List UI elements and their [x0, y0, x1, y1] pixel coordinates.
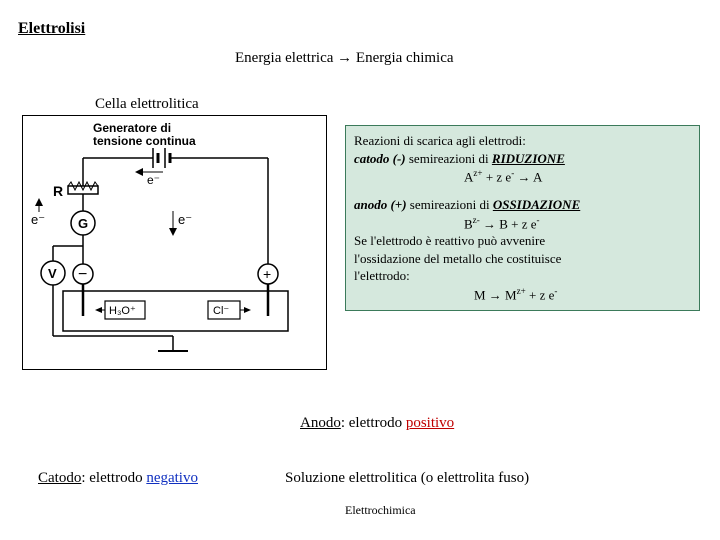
arrow-icon: → [337, 50, 352, 66]
anodo-definition: Anodo: elettrodo positivo [300, 415, 454, 432]
metal-eq: M → Mz+ + z e- [354, 285, 691, 304]
eq-mmid: + z e [526, 287, 555, 302]
eq-msup1: z+ [517, 286, 526, 296]
eq-m1: M → M [474, 287, 517, 302]
anodo-text: semireazioni di [407, 197, 493, 212]
reactions-box: Reazioni di scarica agli elettrodi: cato… [345, 125, 700, 311]
catodo-t: : elettrodo [81, 470, 146, 486]
eq-mid1: + z e [483, 169, 512, 184]
anodo-t: : elettrodo [341, 415, 406, 431]
page-title: Elettrolisi [18, 20, 85, 38]
eq-bsup2: - [537, 215, 540, 225]
box-line1: Reazioni di scarica agli elettrodi: [354, 132, 691, 150]
footer-label: Elettrochimica [345, 503, 416, 518]
anodo-line-box: anodo (+) semireazioni di OSSIDAZIONE [354, 196, 691, 214]
cl-label: Cl⁻ [213, 305, 229, 317]
catodo-b: negativo [146, 470, 198, 486]
gen-l1: Generatore di [93, 121, 171, 135]
resistor-label: R [53, 183, 63, 199]
ossidazione-eq: Bz- → B + z e- [354, 214, 691, 233]
h3o-label: H₃O⁺ [109, 305, 136, 317]
voltmeter-label: V [48, 266, 57, 281]
note-line1: Se l'elettrodo è reattivo può avvenire [354, 232, 691, 250]
plus-icon: + [263, 266, 271, 282]
circuit-svg: e⁻ R G V e⁻ e⁻ − + [23, 116, 326, 369]
eq-barrow: → B + z e [480, 216, 537, 231]
electrolytic-cell-diagram: Generatore di tensione continua e⁻ R G V [22, 115, 327, 370]
gen-l2: tensione continua [93, 134, 196, 148]
minus-icon: − [78, 266, 87, 283]
eq-a1: A [464, 169, 473, 184]
eq-msup2: - [554, 286, 557, 296]
note-line3: l'elettrodo: [354, 267, 691, 285]
eq-bsup1: z- [473, 215, 480, 225]
elec-energy: Energia elettrica [235, 50, 337, 66]
energy-conversion: Energia elettrica → Energia chimica [235, 50, 454, 67]
catodo-definition: Catodo: elettrodo negativo [38, 470, 198, 487]
eq-arrow1: → A [514, 169, 542, 184]
cell-label: Cella elettrolitica [95, 96, 199, 113]
generator-label: Generatore di tensione continua [93, 122, 196, 148]
solution-label: Soluzione elettrolitica (o elettrolita f… [285, 470, 529, 487]
eq-sup1: z+ [473, 168, 482, 178]
eq-b1: B [464, 216, 473, 231]
anodo-label: anodo (+) [354, 197, 407, 212]
electron-label-mid: e⁻ [178, 212, 192, 227]
electron-label-left: e⁻ [31, 212, 45, 227]
note-line2: l'ossidazione del metallo che costituisc… [354, 250, 691, 268]
chem-energy: Energia chimica [352, 50, 453, 66]
anodo-r: positivo [406, 415, 454, 431]
riduzione-eq: Az+ + z e- → A [354, 167, 691, 186]
catodo-text: semireazioni di [406, 151, 492, 166]
catodo-line: catodo (-) semireazioni di RIDUZIONE [354, 150, 691, 168]
electron-label-top: e⁻ [147, 173, 160, 187]
ossidazione-label: OSSIDAZIONE [493, 197, 580, 212]
catodo-u: Catodo [38, 470, 81, 486]
riduzione-label: RIDUZIONE [492, 151, 565, 166]
galvanometer-label: G [78, 216, 88, 231]
catodo-label: catodo (-) [354, 151, 406, 166]
anodo-u: Anodo [300, 415, 341, 431]
